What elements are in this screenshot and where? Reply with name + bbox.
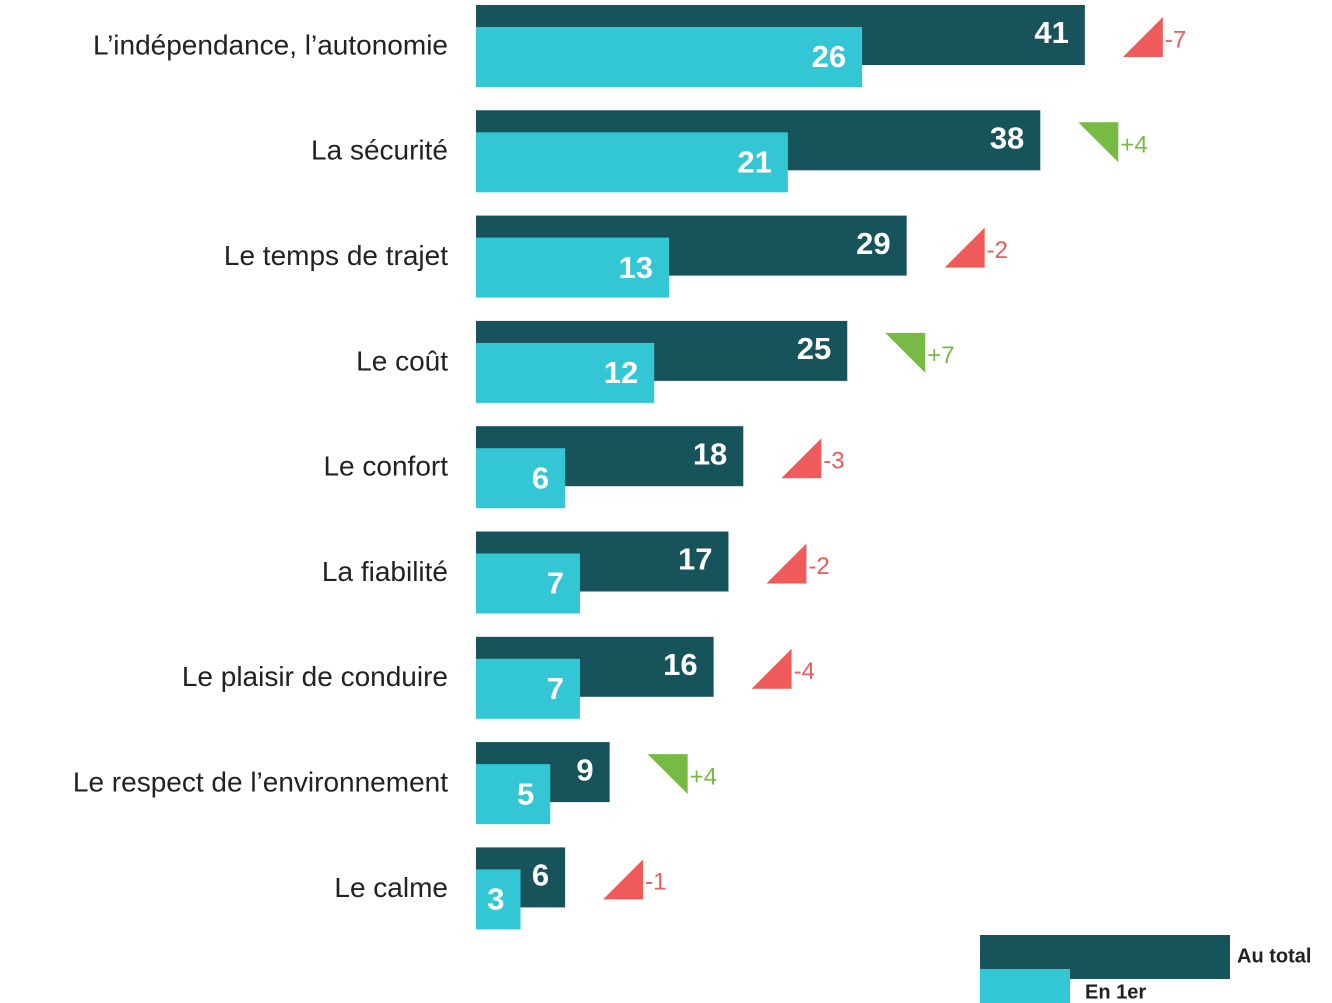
change-marker bbox=[885, 332, 926, 373]
legend-label: Au total bbox=[1237, 945, 1311, 967]
value-label: 5 bbox=[517, 776, 534, 811]
change-label: -2 bbox=[808, 553, 829, 580]
value-label: 3 bbox=[487, 882, 504, 917]
bar bbox=[476, 764, 551, 825]
change-label: -3 bbox=[823, 448, 844, 475]
category-label: L’indépendance, l’autonomie bbox=[93, 29, 448, 60]
category-label: Le respect de l’environnement bbox=[73, 766, 448, 797]
bar bbox=[476, 342, 655, 403]
change-marker bbox=[766, 543, 807, 584]
change-label: -2 bbox=[987, 237, 1008, 264]
value-label: 26 bbox=[812, 39, 846, 74]
category-label: Le plaisir de conduire bbox=[182, 661, 448, 692]
category-label: Le confort bbox=[323, 451, 448, 482]
value-label: 41 bbox=[1034, 15, 1068, 50]
value-label: 25 bbox=[797, 331, 831, 366]
bar bbox=[476, 237, 670, 298]
value-label: 18 bbox=[693, 436, 727, 471]
change-label: +4 bbox=[1120, 132, 1147, 159]
bar bbox=[476, 132, 788, 193]
category-label: Le calme bbox=[334, 872, 448, 903]
value-label: 38 bbox=[990, 120, 1024, 155]
category-label: Le coût bbox=[356, 345, 448, 376]
change-marker bbox=[781, 438, 822, 479]
bar bbox=[476, 448, 566, 509]
value-label: 12 bbox=[604, 355, 638, 390]
change-marker bbox=[751, 648, 792, 689]
value-label: 21 bbox=[737, 144, 771, 179]
value-label: 17 bbox=[678, 542, 712, 577]
value-label: 16 bbox=[663, 647, 697, 682]
category-label: La fiabilité bbox=[322, 556, 448, 587]
value-label: 7 bbox=[547, 566, 564, 601]
bar bbox=[476, 553, 580, 614]
legend-swatch bbox=[980, 969, 1070, 1003]
change-marker bbox=[647, 754, 688, 795]
change-label: +4 bbox=[690, 763, 717, 790]
bar bbox=[476, 658, 580, 719]
category-label: Le temps de trajet bbox=[224, 240, 448, 271]
legend-label: En 1er bbox=[1085, 981, 1146, 1003]
value-label: 6 bbox=[532, 858, 549, 893]
value-label: 9 bbox=[576, 752, 593, 787]
value-label: 7 bbox=[547, 671, 564, 706]
change-marker bbox=[603, 859, 644, 900]
change-marker bbox=[1078, 122, 1119, 163]
value-label: 29 bbox=[856, 226, 890, 261]
change-label: -7 bbox=[1165, 26, 1186, 53]
change-marker bbox=[944, 227, 985, 268]
change-label: +7 bbox=[927, 342, 954, 369]
category-label: La sécurité bbox=[311, 135, 448, 166]
value-label: 6 bbox=[532, 460, 549, 495]
bar bbox=[476, 869, 521, 930]
change-marker bbox=[1122, 17, 1163, 57]
bar bbox=[476, 27, 863, 87]
change-label: -4 bbox=[794, 658, 815, 685]
change-label: -1 bbox=[645, 869, 666, 896]
value-label: 13 bbox=[619, 250, 653, 285]
